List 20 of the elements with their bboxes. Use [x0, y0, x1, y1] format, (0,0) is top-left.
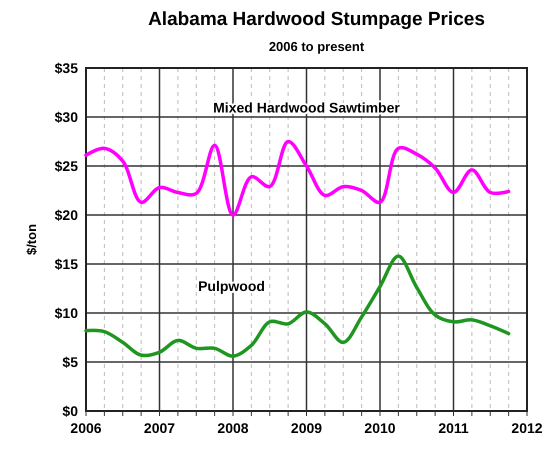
chart-title: Alabama Hardwood Stumpage Prices [148, 9, 485, 30]
y-tick-label: $30 [54, 109, 78, 125]
x-tick-label: 2010 [364, 420, 396, 436]
y-tick-label: $0 [62, 403, 78, 419]
line-series [84, 140, 510, 217]
y-tick-label: $35 [54, 60, 78, 76]
line-series [84, 254, 510, 358]
x-tick-label: 2012 [511, 420, 543, 436]
y-axis-title: $/ton [24, 224, 39, 256]
y-tick-label: $25 [54, 158, 78, 174]
y-tick-label: $5 [62, 354, 78, 370]
x-tick-label: 2007 [144, 420, 176, 436]
chart-subtitle: 2006 to present [268, 39, 365, 54]
x-tick-label: 2009 [290, 420, 322, 436]
y-tick-label: $15 [54, 256, 78, 272]
y-tick-label: $20 [54, 207, 78, 223]
x-tick-label: 2006 [70, 420, 102, 436]
y-tick-label: $10 [54, 305, 78, 321]
x-tick-label: 2011 [438, 420, 469, 436]
x-tick-label: 2008 [217, 420, 249, 436]
